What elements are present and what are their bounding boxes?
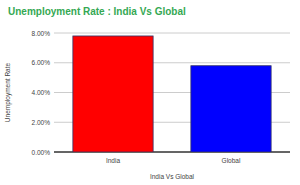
title: Unemployment Rate : India Vs Global (8, 6, 186, 17)
y-tick-label: 4.00% (32, 89, 51, 96)
background (0, 0, 300, 185)
bar (191, 66, 271, 152)
grid-line (54, 33, 290, 34)
y-tick-label: 2.00% (32, 119, 51, 126)
y-tick-label: 0.00% (32, 149, 51, 156)
y-axis-title: Unemployment Rate (4, 62, 12, 122)
y-tick-label: 6.00% (32, 59, 51, 66)
bars (73, 36, 271, 152)
x-axis-title: India Vs Global (150, 173, 195, 180)
bar (73, 36, 153, 152)
chart: Unemployment Rate : India Vs Global 0.00%… (0, 0, 300, 185)
x-tick-label: India (106, 157, 120, 164)
x-tick-label: Global (222, 157, 241, 164)
y-tick-label: 8.00% (32, 30, 51, 37)
